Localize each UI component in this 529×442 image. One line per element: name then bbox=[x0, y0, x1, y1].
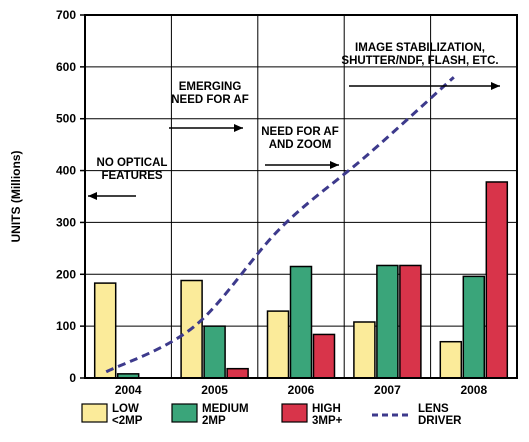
legend-label: 3MP+ bbox=[312, 415, 343, 427]
bar-low-2007 bbox=[353, 321, 376, 379]
bar-high-2005 bbox=[226, 367, 249, 379]
legend-label: DRIVER bbox=[418, 415, 462, 427]
legend-swatch bbox=[171, 403, 198, 423]
legend-label: HIGH bbox=[312, 403, 341, 415]
bar-high-2007 bbox=[399, 264, 422, 379]
bar-medium-2005 bbox=[203, 325, 226, 379]
bar-medium-2006 bbox=[289, 265, 313, 379]
annotation-text: FEATURES bbox=[101, 170, 162, 182]
x-tick-label: 2006 bbox=[288, 383, 315, 397]
x-axis-ticks: 2004 2005 2006 2007 2008 bbox=[115, 383, 488, 397]
y-tick-label: 700 bbox=[56, 8, 76, 22]
annotation-text: AND ZOOM bbox=[269, 139, 332, 151]
y-axis-ticks: 0 100 200 300 400 500 600 700 bbox=[56, 8, 85, 385]
x-tick-label: 2004 bbox=[115, 383, 142, 397]
lens-driver-line bbox=[105, 76, 455, 374]
annotation-text: NO OPTICAL bbox=[97, 157, 168, 169]
bar-high-2006 bbox=[312, 333, 336, 379]
y-tick-label: 400 bbox=[56, 164, 76, 178]
plot-frame bbox=[84, 14, 518, 379]
y-tick-label: 500 bbox=[56, 112, 76, 126]
annotation-arrow-head bbox=[491, 82, 500, 90]
annotation-text: NEED FOR AF bbox=[171, 94, 249, 106]
annotation-arrow-head bbox=[330, 161, 339, 169]
annotation-arrow-head bbox=[88, 192, 97, 200]
bar-low-2006 bbox=[266, 310, 290, 379]
y-tick-label: 200 bbox=[56, 267, 76, 281]
line-series bbox=[105, 76, 455, 374]
annotation-text: SHUTTER/NDF, FLASH, ETC. bbox=[341, 55, 498, 67]
y-axis-label: UNITS (Millions) bbox=[9, 151, 23, 243]
bar-high-2008 bbox=[485, 181, 509, 379]
annotation-text: IMAGE STABILIZATION, bbox=[355, 42, 485, 54]
y-tick-label: 0 bbox=[69, 371, 76, 385]
annotation-text: NEED FOR AF bbox=[261, 126, 339, 138]
grid-lines bbox=[85, 15, 517, 378]
legend-label: LOW bbox=[112, 403, 139, 415]
bar-medium-2007 bbox=[376, 264, 399, 379]
bar-series bbox=[93, 181, 509, 379]
bar-medium-2008 bbox=[462, 275, 486, 379]
bar-low-2004 bbox=[93, 282, 117, 379]
annotation-text: EMERGING bbox=[179, 81, 242, 93]
y-tick-label: 100 bbox=[56, 319, 76, 333]
annotation-arrow-head bbox=[234, 124, 243, 132]
bar-low-2008 bbox=[439, 340, 463, 379]
legend-swatch bbox=[281, 403, 308, 423]
y-tick-label: 600 bbox=[56, 60, 76, 74]
x-tick-label: 2008 bbox=[460, 383, 487, 397]
y-tick-label: 300 bbox=[56, 215, 76, 229]
legend-label: LENS bbox=[418, 403, 449, 415]
legend-label: 2MP bbox=[202, 415, 226, 427]
legend-swatch bbox=[81, 403, 108, 423]
legend-label: <2MP bbox=[112, 415, 143, 427]
x-tick-label: 2007 bbox=[374, 383, 401, 397]
x-tick-label: 2005 bbox=[201, 383, 228, 397]
legend-label: MEDIUM bbox=[202, 403, 249, 415]
